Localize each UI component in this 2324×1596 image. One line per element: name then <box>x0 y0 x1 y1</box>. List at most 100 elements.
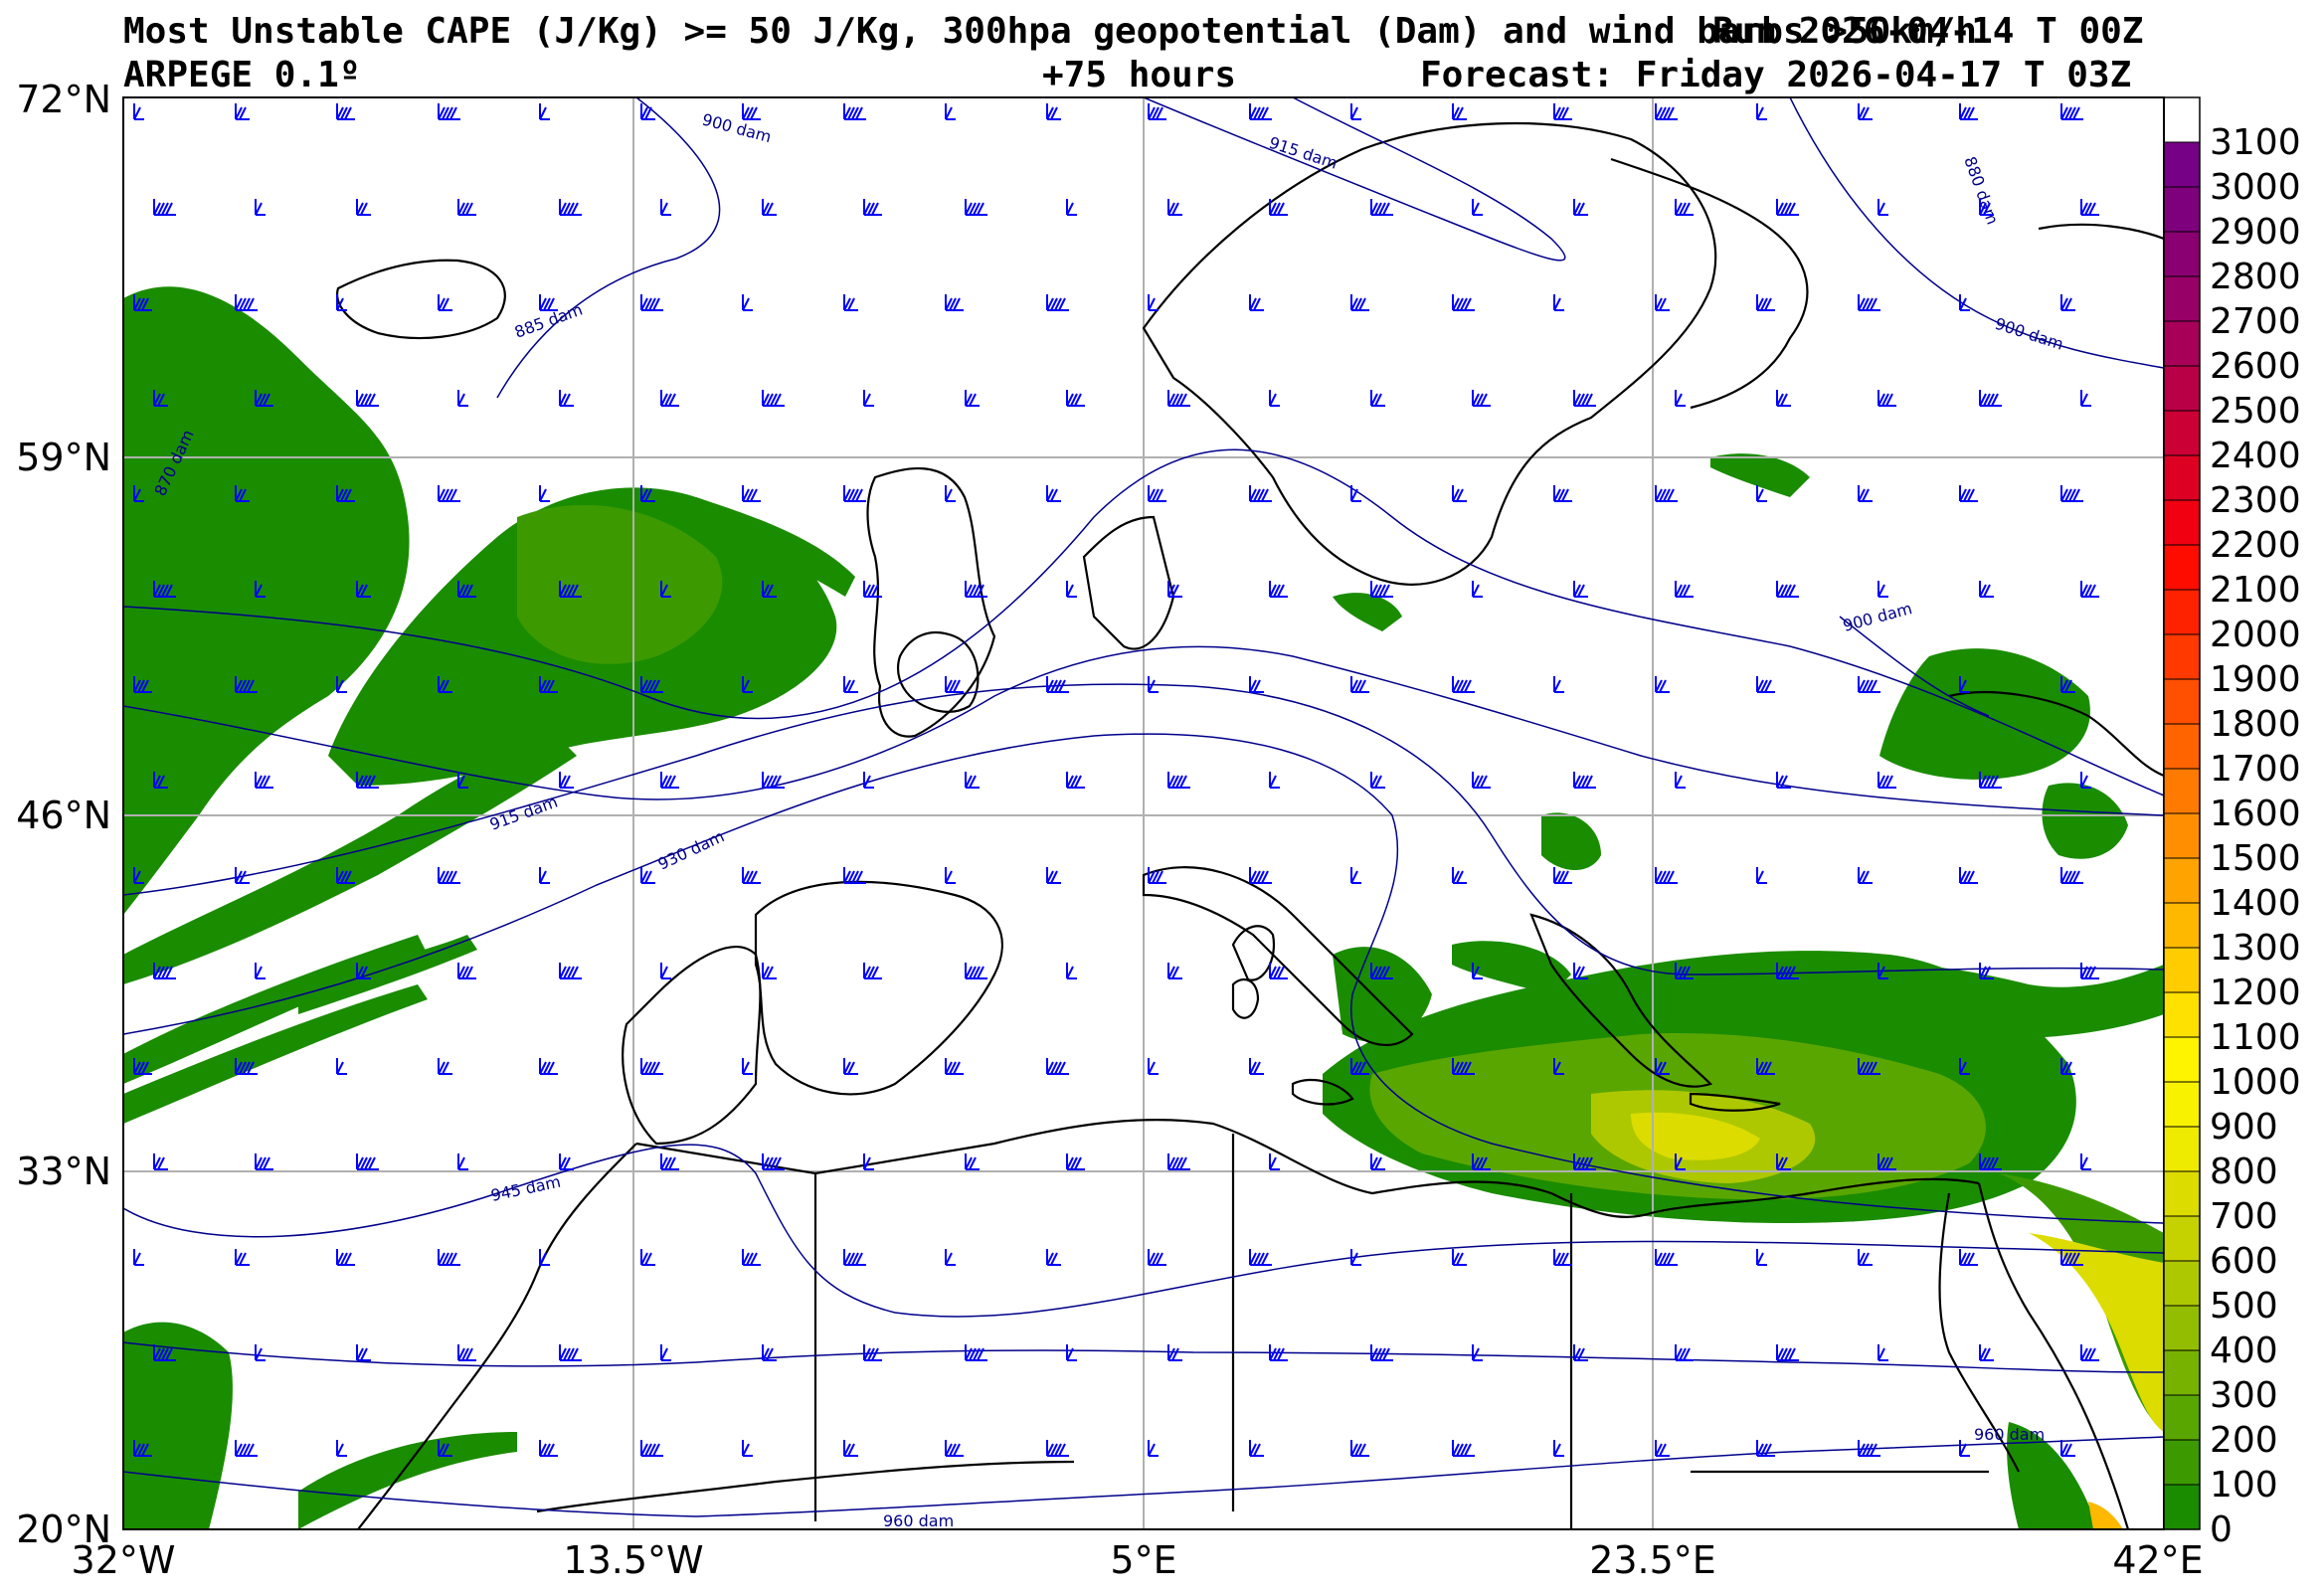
wind-barb <box>133 1058 152 1075</box>
colorbar-tick-label: 700 <box>2210 1196 2278 1237</box>
graticule <box>123 97 2164 1529</box>
wind-barb <box>235 103 250 120</box>
wind-barb <box>742 676 753 693</box>
wind-barb <box>1858 676 1880 693</box>
colorbar-segment <box>2164 590 2200 635</box>
wind-barb <box>863 581 882 598</box>
wind-barb <box>255 1344 266 1361</box>
wind-barb <box>1269 390 1280 407</box>
wind-barb <box>1776 1344 1799 1361</box>
wind-barb <box>1573 581 1588 598</box>
wind-barb <box>742 294 753 311</box>
wind-barb <box>539 1058 558 1075</box>
colorbar-tick-label: 1300 <box>2210 928 2301 969</box>
wind-barb <box>1269 1344 1288 1361</box>
wind-barb <box>1573 199 1588 216</box>
wind-barb <box>1858 1058 1880 1075</box>
wind-barb <box>945 867 956 884</box>
wind-barbs <box>133 103 2099 1457</box>
colorbar-segment <box>2164 545 2200 591</box>
wind-barb <box>1979 1153 2002 1170</box>
wind-barb <box>1370 199 1393 216</box>
wind-barb <box>965 1153 980 1170</box>
wind-barb <box>1655 867 1678 884</box>
colorbar <box>2163 96 2201 1530</box>
colorbar-tick-label: 1600 <box>2210 794 2301 834</box>
colorbar-ticks: 0100200300400500600700800900100011001200… <box>2164 122 2301 1550</box>
wind-barb <box>336 676 347 693</box>
wind-barb <box>1148 1249 1166 1266</box>
wind-barb <box>1350 294 1369 311</box>
colorbar-segment <box>2164 232 2200 277</box>
wind-barb <box>945 1058 964 1075</box>
wind-barb <box>133 294 152 311</box>
wind-barb <box>539 867 550 884</box>
wind-barb <box>863 963 882 979</box>
wind-barb <box>1370 963 1393 979</box>
colorbar-tick-label: 800 <box>2210 1152 2278 1192</box>
wind-barb <box>438 676 452 693</box>
wind-barb <box>1877 581 1888 598</box>
wind-barb <box>559 199 582 216</box>
colorbar-segment <box>2164 1171 2200 1217</box>
wind-barb <box>559 390 574 407</box>
wind-barb <box>336 1440 347 1457</box>
lon-label: 23.5°E <box>1589 1538 1716 1582</box>
wind-barb <box>1776 772 1791 789</box>
wind-barb <box>559 581 582 598</box>
wind-barb <box>356 390 379 407</box>
wind-barb <box>1877 390 1896 407</box>
wind-barb <box>2080 772 2091 789</box>
wind-barb <box>1675 963 1694 979</box>
wind-barb <box>356 963 371 979</box>
wind-barb <box>640 867 655 884</box>
wind-barb <box>2060 1249 2083 1266</box>
colorbar-segment <box>2164 1350 2200 1396</box>
wind-barb <box>356 1344 371 1361</box>
wind-barb <box>1148 676 1159 693</box>
wind-barb <box>1148 485 1166 502</box>
colorbar-tick-label: 300 <box>2210 1375 2278 1416</box>
wind-barb <box>1655 103 1678 120</box>
wind-barb <box>235 867 250 884</box>
wind-barb <box>945 485 956 502</box>
wind-barb <box>762 1153 785 1170</box>
wind-barb <box>457 581 476 598</box>
wind-barb <box>843 485 866 502</box>
colorbar-tick-label: 1000 <box>2210 1062 2301 1103</box>
colorbar-tick-label: 2100 <box>2210 570 2301 611</box>
wind-barb <box>843 1249 866 1266</box>
wind-barb <box>539 1440 558 1457</box>
wind-barb <box>133 485 144 502</box>
wind-barb <box>1675 581 1694 598</box>
wind-barb <box>1370 1344 1393 1361</box>
wind-barb <box>457 1153 468 1170</box>
lat-label: 46°N <box>16 794 111 837</box>
run-time: Run 2026-04-14 T 00Z <box>1712 11 2144 52</box>
wind-barb <box>1858 294 1880 311</box>
wind-barb <box>1148 103 1166 120</box>
wind-barb <box>1452 1249 1467 1266</box>
wind-barb <box>640 1058 663 1075</box>
wind-barb <box>863 1153 874 1170</box>
wind-barb <box>1858 103 1873 120</box>
wind-barb <box>1553 867 1572 884</box>
wind-barb <box>539 485 550 502</box>
colorbar-tick-label: 1100 <box>2210 1017 2301 1058</box>
wind-barb <box>742 1249 761 1266</box>
wind-barb <box>153 1153 168 1170</box>
colorbar-tick-label: 900 <box>2210 1107 2278 1148</box>
wind-barb <box>640 294 663 311</box>
wind-barb <box>457 1344 476 1361</box>
wind-barb <box>660 390 679 407</box>
wind-barb <box>1959 1249 1978 1266</box>
wind-barb <box>1655 485 1678 502</box>
wind-barb <box>1167 1344 1182 1361</box>
wind-barb <box>235 1440 258 1457</box>
wind-barb <box>945 103 956 120</box>
wind-barb <box>1370 390 1385 407</box>
wind-barb <box>2080 963 2099 979</box>
wind-barb <box>1452 676 1475 693</box>
wind-barb <box>1046 1249 1061 1266</box>
wind-barb <box>235 676 258 693</box>
